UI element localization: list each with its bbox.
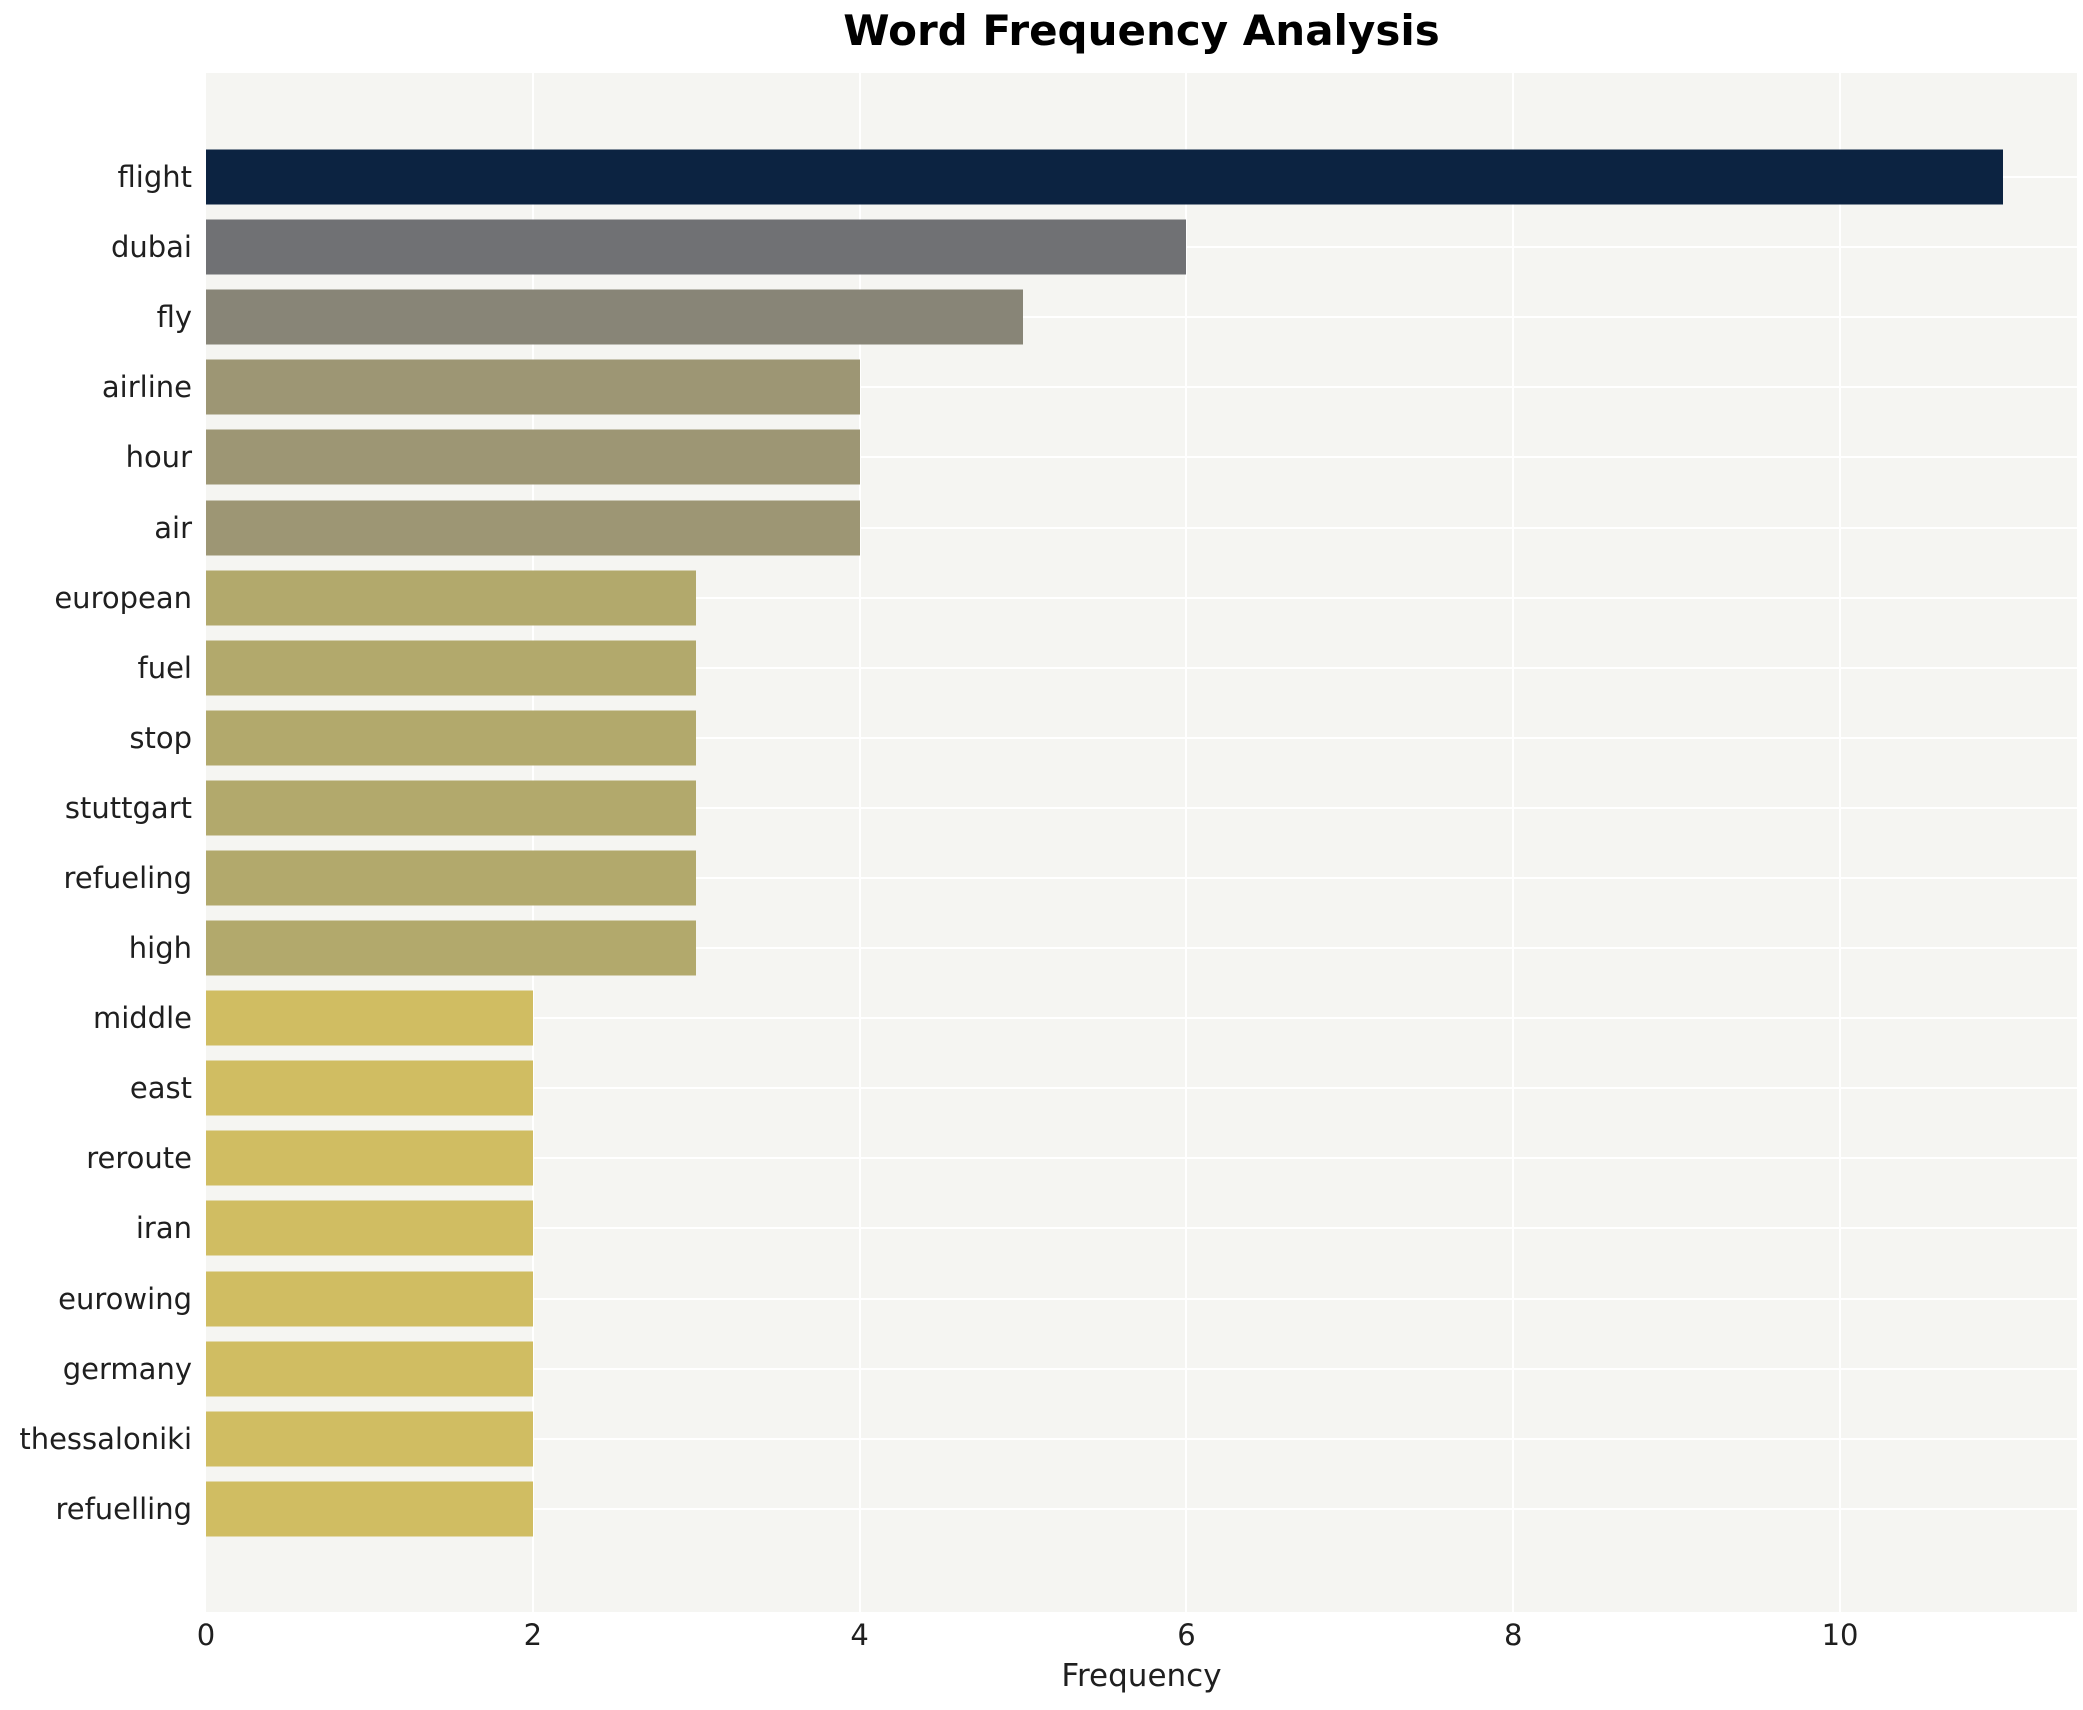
bar-air xyxy=(206,500,860,556)
x-tick-label: 0 xyxy=(196,1618,216,1652)
category-label: middle xyxy=(92,1001,192,1036)
bar-row xyxy=(206,563,2077,633)
x-gridline xyxy=(1512,73,1515,1612)
x-gridline xyxy=(531,73,534,1612)
bar-row xyxy=(206,282,2077,352)
bar-middle xyxy=(206,990,533,1046)
bar-row xyxy=(206,492,2077,562)
bars-area xyxy=(206,142,2077,1544)
grid-layer xyxy=(206,73,2077,1612)
bar-iran xyxy=(206,1200,533,1256)
category-label: thessaloniki xyxy=(19,1421,192,1456)
bar-refuelling xyxy=(206,1481,533,1537)
bar-european xyxy=(206,570,697,626)
bar-row xyxy=(206,1053,2077,1123)
bar-germany xyxy=(206,1341,533,1397)
y-gridline xyxy=(206,316,2077,319)
bar-row xyxy=(206,1193,2077,1263)
y-gridline xyxy=(206,386,2077,389)
bar-airline xyxy=(206,359,860,415)
y-gridline xyxy=(206,1437,2077,1440)
y-gridline xyxy=(206,806,2077,809)
category-label: germany xyxy=(62,1351,192,1386)
bar-row xyxy=(206,1123,2077,1193)
y-gridline xyxy=(206,1507,2077,1510)
bar-stuttgart xyxy=(206,780,697,836)
bar-reroute xyxy=(206,1130,533,1186)
bar-row xyxy=(206,913,2077,983)
x-gridline xyxy=(1185,73,1188,1612)
x-gridline xyxy=(858,73,861,1612)
category-label: fuel xyxy=(137,650,193,685)
bar-row xyxy=(206,352,2077,422)
bar-row xyxy=(206,422,2077,492)
bar-row xyxy=(206,142,2077,212)
y-gridline xyxy=(206,947,2077,950)
y-gridline xyxy=(206,736,2077,739)
bar-row xyxy=(206,843,2077,913)
bar-row xyxy=(206,983,2077,1053)
category-label: eurowing xyxy=(58,1281,192,1316)
x-tick-label: 10 xyxy=(1821,1618,1859,1652)
bar-thessaloniki xyxy=(206,1411,533,1467)
y-gridline xyxy=(206,666,2077,669)
bar-row xyxy=(206,1404,2077,1474)
y-gridline xyxy=(206,526,2077,529)
bar-row xyxy=(206,1334,2077,1404)
bar-refueling xyxy=(206,850,697,906)
bar-row xyxy=(206,633,2077,703)
category-label: fly xyxy=(156,300,192,335)
category-label: iran xyxy=(135,1211,192,1246)
bar-fuel xyxy=(206,640,697,696)
bar-fly xyxy=(206,289,1024,345)
y-gridline xyxy=(206,1017,2077,1020)
y-gridline xyxy=(206,876,2077,879)
category-label: air xyxy=(154,510,192,545)
x-tick-label: 2 xyxy=(523,1618,543,1652)
x-tick-label: 6 xyxy=(1177,1618,1196,1652)
category-label: refueling xyxy=(63,860,192,895)
bar-row xyxy=(206,1474,2077,1544)
category-label: refuelling xyxy=(55,1491,192,1526)
bar-eurowing xyxy=(206,1271,533,1327)
y-gridline xyxy=(206,596,2077,599)
category-label: stop xyxy=(129,720,192,755)
y-gridline xyxy=(206,1297,2077,1300)
y-gridline xyxy=(206,1367,2077,1370)
category-label: east xyxy=(129,1071,192,1106)
category-label: flight xyxy=(117,160,192,195)
bar-east xyxy=(206,1060,533,1116)
category-label: dubai xyxy=(110,230,192,265)
y-axis-labels: flight dubai fly airline hour air european fuel… xyxy=(0,73,192,1612)
x-axis-title: Frequency xyxy=(1061,1658,1222,1694)
category-label: hour xyxy=(125,440,192,475)
bar-hour xyxy=(206,429,860,485)
x-tick-label: 8 xyxy=(1504,1618,1523,1652)
y-gridline xyxy=(206,456,2077,459)
y-gridline xyxy=(206,1157,2077,1160)
bar-high xyxy=(206,920,697,976)
bar-stop xyxy=(206,710,697,766)
category-label: reroute xyxy=(86,1141,192,1176)
x-axis-ticks: 0 2 4 6 8 10 xyxy=(197,1618,2077,1658)
bar-row xyxy=(206,212,2077,282)
bar-dubai xyxy=(206,219,1187,275)
category-label: stuttgart xyxy=(64,790,192,825)
plot-area xyxy=(206,73,2077,1612)
category-label: high xyxy=(128,931,192,966)
y-gridline xyxy=(206,1087,2077,1090)
x-gridline xyxy=(1839,73,1842,1612)
bar-row xyxy=(206,773,2077,843)
bar-flight xyxy=(206,149,2004,205)
category-label: european xyxy=(54,580,192,615)
bar-row xyxy=(206,1264,2077,1334)
category-label: airline xyxy=(101,370,192,405)
chart-title: Word Frequency Analysis xyxy=(843,6,1440,55)
bar-row xyxy=(206,703,2077,773)
x-tick-label: 4 xyxy=(850,1618,869,1652)
y-gridline xyxy=(206,1227,2077,1230)
